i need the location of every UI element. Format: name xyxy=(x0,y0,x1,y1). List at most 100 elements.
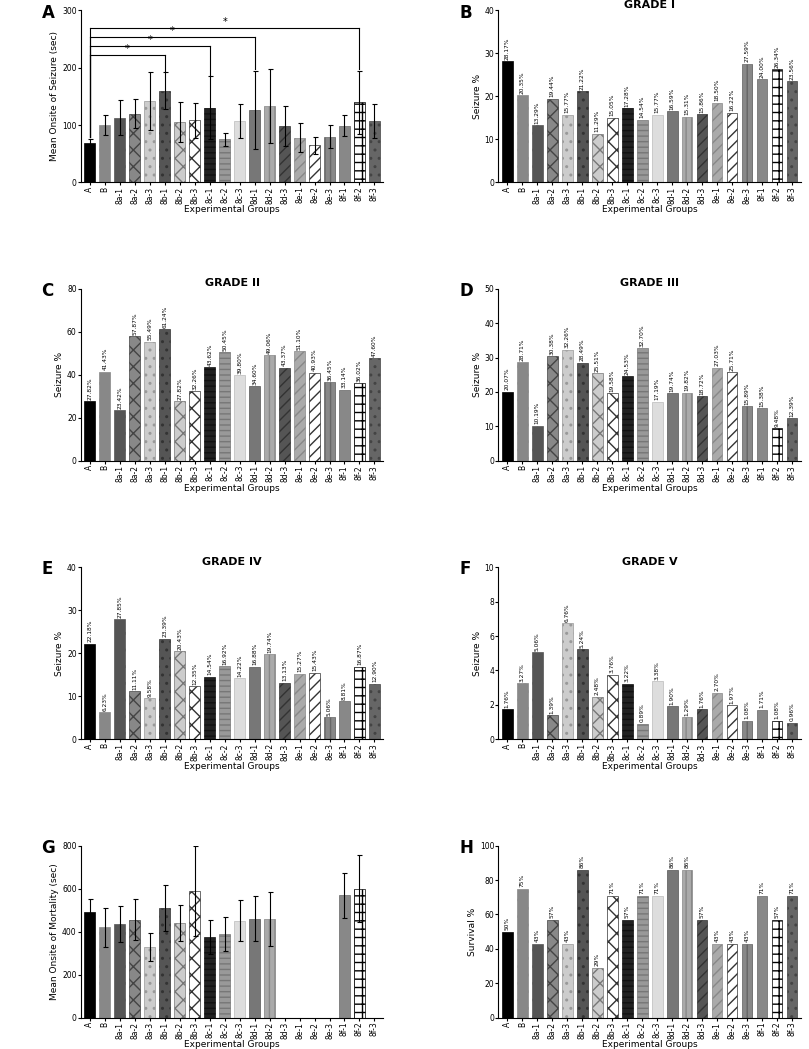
Bar xyxy=(189,686,200,740)
Text: 19.44%: 19.44% xyxy=(550,74,555,98)
X-axis label: Experimental Groups: Experimental Groups xyxy=(184,1041,280,1049)
Text: 16.87%: 16.87% xyxy=(357,643,362,665)
Text: 86%: 86% xyxy=(670,855,675,869)
Bar xyxy=(517,94,527,183)
Bar xyxy=(577,649,587,740)
Bar xyxy=(294,673,305,740)
Text: 2.48%: 2.48% xyxy=(595,677,599,695)
Text: B: B xyxy=(459,3,472,22)
Text: 3.27%: 3.27% xyxy=(520,663,525,682)
Text: C: C xyxy=(41,282,54,300)
Bar xyxy=(517,889,527,1018)
Bar xyxy=(84,144,95,183)
Text: 20.43%: 20.43% xyxy=(177,627,182,650)
Bar xyxy=(652,896,663,1018)
Bar xyxy=(697,709,707,740)
Bar xyxy=(637,724,647,740)
Bar xyxy=(756,710,768,740)
Bar xyxy=(697,397,707,461)
Bar xyxy=(265,919,275,1018)
Text: 57%: 57% xyxy=(550,905,555,918)
Bar xyxy=(592,373,603,461)
Bar xyxy=(667,706,677,740)
Text: 20.35%: 20.35% xyxy=(520,71,525,93)
Bar xyxy=(622,684,633,740)
Text: 47.60%: 47.60% xyxy=(372,335,377,357)
Bar xyxy=(235,678,245,740)
Text: 19.58%: 19.58% xyxy=(610,369,615,392)
Bar xyxy=(667,870,677,1018)
Bar xyxy=(772,428,782,461)
Text: 21.22%: 21.22% xyxy=(580,67,585,90)
Bar xyxy=(219,140,230,183)
Text: 9.48%: 9.48% xyxy=(774,408,779,427)
Text: 57%: 57% xyxy=(625,905,629,918)
Bar xyxy=(84,401,95,461)
Text: 1.90%: 1.90% xyxy=(670,686,675,705)
Text: 43%: 43% xyxy=(535,929,540,942)
Bar xyxy=(294,351,305,461)
Text: 61.24%: 61.24% xyxy=(163,305,167,327)
Text: 40.93%: 40.93% xyxy=(312,349,317,371)
Bar xyxy=(607,393,617,461)
Bar xyxy=(547,99,557,183)
Bar xyxy=(129,337,140,461)
Text: 28.49%: 28.49% xyxy=(580,339,585,362)
Bar xyxy=(682,116,693,183)
Bar xyxy=(339,702,349,740)
Text: 5.06%: 5.06% xyxy=(535,633,540,650)
Text: 6.23%: 6.23% xyxy=(103,692,108,711)
Bar xyxy=(637,348,647,461)
Text: 49.06%: 49.06% xyxy=(267,331,272,354)
Text: 13.13%: 13.13% xyxy=(282,659,287,682)
Bar xyxy=(369,684,380,740)
Text: 23.42%: 23.42% xyxy=(117,386,122,409)
Bar xyxy=(712,692,722,740)
Text: 75%: 75% xyxy=(520,874,525,887)
Text: 19.74%: 19.74% xyxy=(267,630,272,652)
Text: *: * xyxy=(170,25,175,36)
Title: GRADE V: GRADE V xyxy=(622,557,677,566)
Bar xyxy=(742,721,752,740)
Y-axis label: Seizure %: Seizure % xyxy=(472,352,481,398)
Text: 41.43%: 41.43% xyxy=(103,348,108,370)
Bar xyxy=(786,81,798,183)
Bar xyxy=(249,386,260,461)
Bar xyxy=(577,870,587,1018)
Bar xyxy=(144,946,155,1018)
Bar xyxy=(159,329,170,461)
Bar xyxy=(607,117,617,183)
Text: 16.22%: 16.22% xyxy=(730,89,735,111)
X-axis label: Experimental Groups: Experimental Groups xyxy=(602,1041,697,1049)
Bar xyxy=(265,655,275,740)
Bar xyxy=(726,372,738,461)
Text: 9.58%: 9.58% xyxy=(147,678,152,697)
Text: 34.60%: 34.60% xyxy=(252,363,257,385)
Text: 19.74%: 19.74% xyxy=(670,369,675,391)
Text: 3.38%: 3.38% xyxy=(654,661,659,680)
Bar xyxy=(175,122,185,183)
Bar xyxy=(592,134,603,183)
Bar xyxy=(622,108,633,183)
Bar xyxy=(219,934,230,1018)
Bar xyxy=(144,342,155,461)
Bar xyxy=(756,80,768,183)
Text: 15.77%: 15.77% xyxy=(654,90,659,113)
Text: F: F xyxy=(459,560,470,578)
Text: 1.76%: 1.76% xyxy=(505,689,510,707)
Bar xyxy=(309,145,320,183)
Bar xyxy=(84,913,95,1018)
Text: 27.82%: 27.82% xyxy=(177,377,182,400)
Text: 5.06%: 5.06% xyxy=(327,698,332,716)
Bar xyxy=(697,920,707,1018)
Text: 30.38%: 30.38% xyxy=(550,333,555,355)
Bar xyxy=(592,967,603,1018)
Text: 19.82%: 19.82% xyxy=(684,369,689,391)
Bar xyxy=(726,944,738,1018)
Bar xyxy=(786,896,798,1018)
Text: G: G xyxy=(41,839,55,857)
Bar xyxy=(84,644,95,740)
Text: 18.72%: 18.72% xyxy=(700,372,705,395)
Text: 71%: 71% xyxy=(760,881,765,894)
Bar xyxy=(562,350,573,461)
